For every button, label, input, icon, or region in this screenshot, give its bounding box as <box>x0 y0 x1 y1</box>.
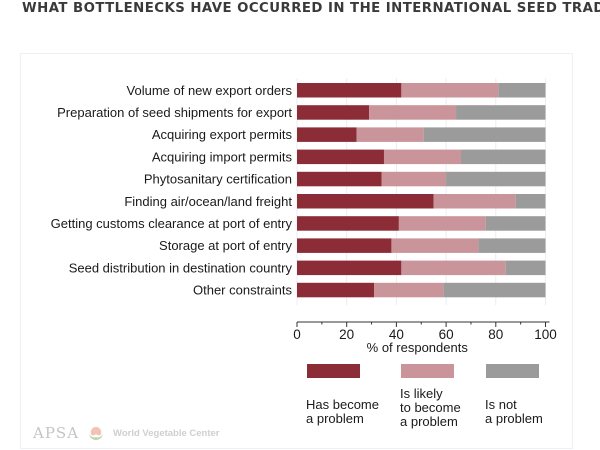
bar-segment-2 <box>433 194 516 209</box>
world-vegetable-center-logo: World Vegetable Center <box>113 427 220 439</box>
x-tick-label: 0 <box>293 327 301 342</box>
category-label: Other constraints <box>193 283 292 298</box>
legend-label: to become <box>400 400 461 415</box>
bar-segment-2 <box>374 282 444 298</box>
bars <box>297 83 546 298</box>
flower-logo-icon <box>89 427 104 440</box>
category-label: Acquiring export permits <box>152 127 293 142</box>
bar-segment-3 <box>498 83 546 98</box>
bar-segment-1 <box>297 105 370 120</box>
bar-segment-1 <box>297 238 392 253</box>
bar-segment-2 <box>369 105 457 120</box>
x-axis-title: % of respondents <box>367 340 469 355</box>
x-tick-label: 20 <box>339 327 354 342</box>
bar-segment-1 <box>297 194 434 209</box>
bar-segment-3 <box>478 238 546 253</box>
legend-label: Has become <box>306 397 379 412</box>
bar-segment-3 <box>515 194 546 209</box>
category-label: Volume of new export orders <box>127 83 293 98</box>
legend-label: a problem <box>306 411 364 426</box>
bar-segment-3 <box>461 149 546 165</box>
apsa-logo: APSA <box>33 424 80 442</box>
bar-segment-2 <box>401 83 499 98</box>
category-label: Getting customs clearance at port of ent… <box>51 216 293 231</box>
category-labels: Volume of new export orders Preparation o… <box>51 83 293 298</box>
bar-segment-2 <box>398 216 486 231</box>
legend-label: a problem <box>400 414 458 429</box>
page-title: WHAT BOTTLENECKS HAVE OCCURRED IN THE IN… <box>22 1 600 16</box>
bar-segment-1 <box>297 216 399 231</box>
category-label: Storage at port of entry <box>159 238 292 253</box>
bar-segment-2 <box>356 127 424 142</box>
legend-swatch <box>486 364 539 378</box>
category-label: Seed distribution in destination country <box>69 260 293 275</box>
x-tick-label: 40 <box>389 327 404 342</box>
legend-swatch <box>307 364 360 378</box>
legend-label: a problem <box>485 411 543 426</box>
category-label: Finding air/ocean/land freight <box>124 194 292 209</box>
footer-logos: APSA World Vegetable Center <box>33 424 220 442</box>
bar-segment-1 <box>297 127 357 142</box>
bar-segment-1 <box>297 149 384 165</box>
bar-segment-3 <box>443 282 546 298</box>
bar-segment-2 <box>401 260 506 276</box>
x-tick-label: 60 <box>439 327 454 342</box>
bar-segment-3 <box>423 127 546 142</box>
category-label: Preparation of seed shipments for export <box>57 105 292 120</box>
category-label: Phytosanitary certification <box>144 172 292 187</box>
legend-label: Is not <box>485 397 517 412</box>
bar-segment-1 <box>297 282 375 298</box>
bar-segment-2 <box>381 171 447 187</box>
bar-segment-3 <box>485 216 546 231</box>
x-tick-label: 80 <box>488 327 503 342</box>
legend-label: Is likely <box>400 386 443 401</box>
bar-segment-1 <box>297 171 382 187</box>
bar-segment-3 <box>456 105 546 120</box>
category-label: Acquiring import permits <box>152 149 293 164</box>
bar-segment-2 <box>383 149 462 165</box>
bar-segment-3 <box>505 260 546 276</box>
x-axis: 0 20 40 60 80 100 % of respondents <box>293 321 557 355</box>
bar-segment-1 <box>297 260 402 276</box>
bar-segment-3 <box>446 171 546 187</box>
bar-segment-1 <box>297 83 402 98</box>
bar-segment-2 <box>391 238 479 253</box>
x-tick-label: 100 <box>534 327 557 342</box>
legend-swatch <box>401 364 454 378</box>
